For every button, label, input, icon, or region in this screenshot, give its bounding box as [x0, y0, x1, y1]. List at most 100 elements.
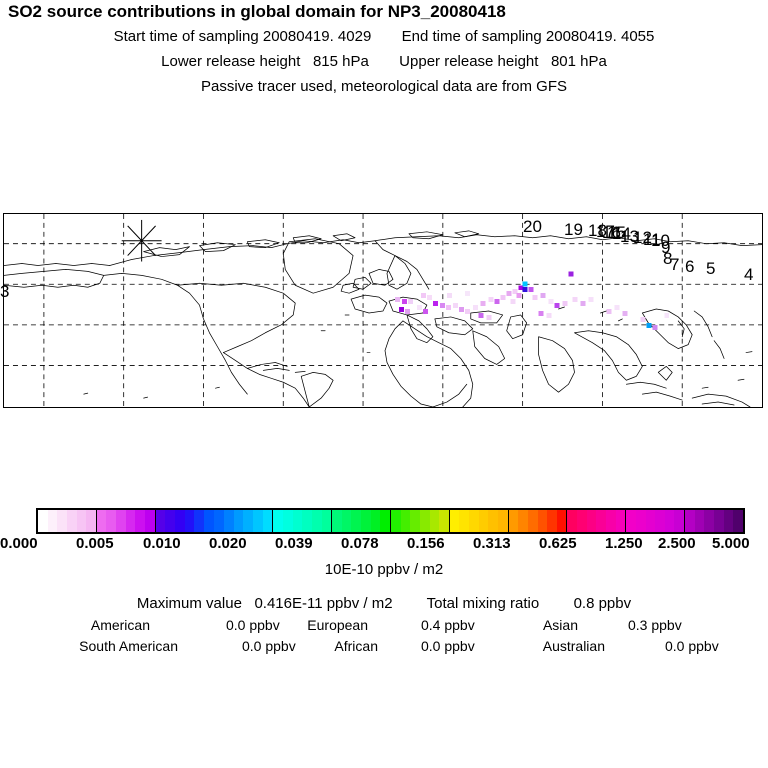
colorbar-band — [86, 510, 96, 532]
colorbar-tick-7: 0.313 — [473, 535, 511, 552]
colorbar-band — [135, 510, 146, 532]
colorbar-band — [567, 510, 578, 532]
colorbar-band — [243, 510, 254, 532]
world-map-panel — [3, 213, 763, 408]
trajectory-hour-label: 3 — [0, 282, 10, 301]
colorbar-band — [714, 510, 724, 532]
region-row: South American 0.0 ppbv African 0.0 ppbv Aus… — [0, 636, 768, 657]
trajectory-hour-label: 9 — [661, 238, 671, 257]
trajectory-hour-label: 4 — [744, 265, 754, 284]
colorbar-tick-2: 0.010 — [143, 535, 181, 552]
colorbar-band — [596, 510, 607, 532]
colorbar-band — [459, 510, 470, 532]
footer-stats: Maximum value 0.416E-11 ppbv / m2 Total … — [0, 592, 768, 657]
colorbar-band — [606, 510, 616, 532]
upper-release-height-value: 801 hPa — [550, 53, 607, 70]
colorbar-segment-8 — [508, 510, 568, 532]
colorbar-band — [439, 510, 449, 532]
coastlines — [4, 230, 762, 407]
colorbar-band — [76, 510, 87, 532]
colorbar-band — [498, 510, 508, 532]
region-name: American — [90, 617, 150, 633]
colorbar-unit-label: 10E-10 ppbv / m2 — [324, 561, 444, 578]
colorbar-segment-9 — [567, 510, 627, 532]
colorbar-band — [96, 510, 107, 532]
trajectory-hour-label: 12 — [633, 228, 652, 247]
colorbar-segment-7 — [449, 510, 509, 532]
colorbar-tick-5: 0.078 — [341, 535, 379, 552]
region-name: African — [334, 638, 378, 654]
colorbar-tick-6: 0.156 — [407, 535, 445, 552]
header-block: SO2 source contributions in global domai… — [0, 0, 768, 99]
colorbar-band — [733, 510, 743, 532]
colorbar-band — [125, 510, 136, 532]
trajectory-hour-label: 10 — [651, 231, 670, 250]
trajectory-hour-label: 7 — [670, 255, 680, 274]
colorbar-band — [400, 510, 411, 532]
colorbar-band — [664, 510, 675, 532]
colorbar-band — [547, 510, 557, 532]
colorbar-band — [47, 510, 58, 532]
colorbar-band — [66, 510, 77, 532]
colorbar-band — [38, 510, 48, 532]
trajectory-hour-label: 11 — [643, 230, 661, 249]
colorbar-band — [292, 510, 303, 532]
release-height-line: Lower release height 815 hPa Upper relea… — [0, 49, 768, 74]
colorbar-segment-5 — [332, 510, 391, 532]
trajectory-hour-label: 18 — [588, 221, 607, 240]
sampling-time-line: Start time of sampling 20080419. 4029 En… — [0, 24, 768, 49]
max-value-value: 0.416E-11 ppbv / m2 — [254, 595, 393, 612]
colorbar-band — [302, 510, 312, 532]
colorbar-band — [704, 510, 715, 532]
colorbar-band — [106, 510, 117, 532]
colorbar-band — [116, 510, 126, 532]
region-name: Australian — [542, 638, 605, 654]
colorbar-tick-3: 0.020 — [209, 535, 247, 552]
region-value: 0.0 ppbv — [665, 638, 719, 654]
region-name: Asian — [542, 617, 578, 633]
colorbar-band — [527, 510, 538, 532]
colorbar-band — [194, 510, 204, 532]
region-value: 0.0 ppbv — [421, 638, 475, 654]
release-point-star — [121, 219, 162, 262]
colorbar-tick-9: 1.250 — [605, 535, 643, 552]
colorbar-segment-0 — [38, 510, 97, 532]
colorbar-band — [469, 510, 479, 532]
colorbar-band — [655, 510, 665, 532]
colorbar-band — [390, 510, 401, 532]
colorbar-segment-11 — [685, 510, 743, 532]
method-note: Passive tracer used, meteorological data… — [201, 78, 567, 95]
colorbar-segment-2 — [155, 510, 215, 532]
total-mixing-ratio-label: Total mixing ratio — [426, 595, 540, 612]
colorbar-band — [282, 510, 293, 532]
colorbar-band — [253, 510, 263, 532]
region-name: European — [307, 617, 368, 633]
region-row: American 0.0 ppbv European 0.4 ppbv Asian 0.3… — [0, 615, 768, 636]
trajectory-hour-label: 8 — [663, 249, 673, 268]
colorbar-band — [429, 510, 440, 532]
colorbar-band — [332, 510, 342, 532]
trajectory-hour-label: 17 — [596, 222, 615, 241]
colorbar-band — [203, 510, 214, 532]
colorbar-band — [694, 510, 705, 532]
colorbar-band — [311, 510, 322, 532]
colorbar-band — [626, 510, 636, 532]
colorbar-band — [488, 510, 498, 532]
trajectory-hour-label: 20 — [523, 217, 542, 236]
trajectory-hour-label: 6 — [685, 257, 695, 276]
region-value: 0.0 ppbv — [242, 638, 296, 654]
colorbar-tick-10: 2.500 — [658, 535, 696, 552]
colorbar-segment-3 — [214, 510, 274, 532]
colorbar-segment-4 — [273, 510, 333, 532]
end-time-label: End time of sampling — [401, 28, 542, 45]
end-time-value: 20080419. 4055 — [545, 28, 655, 45]
colorbar-band — [674, 510, 685, 532]
colorbar-band — [361, 510, 371, 532]
trajectory-hour-label: 5 — [706, 259, 716, 278]
map-gridlines — [4, 214, 762, 407]
colorbar-band — [224, 510, 234, 532]
max-value-label: Maximum value — [136, 595, 242, 612]
colorbar-tick-8: 0.625 — [539, 535, 577, 552]
colorbar-band — [380, 510, 390, 532]
trajectory-hour-label: 16 — [602, 223, 621, 242]
